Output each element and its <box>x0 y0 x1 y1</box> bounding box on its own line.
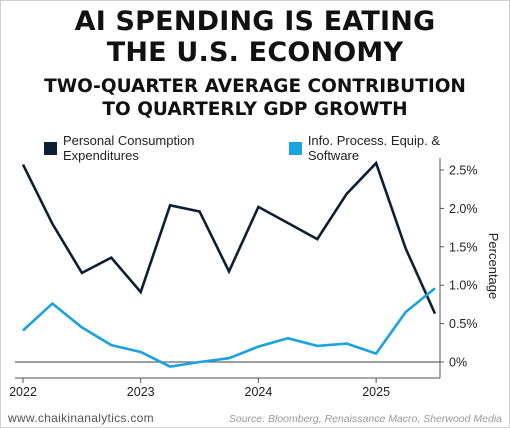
y-tick-label: 2.5% <box>449 164 478 178</box>
y-tick-label: 1.0% <box>449 279 478 293</box>
x-tick-label: 2024 <box>245 385 273 399</box>
footer-site: www.chaikinanalytics.com <box>8 411 154 425</box>
x-tick-label: 2022 <box>9 385 37 399</box>
legend-label-info-equip: Info. Process. Equip. & Software <box>307 133 441 163</box>
legend-item-info-equip: Info. Process. Equip. & Software <box>288 133 494 163</box>
legend: Personal Consumption Expenditures Info. … <box>44 133 510 163</box>
chart-title-line-1: AI SPENDING IS EATING <box>74 6 436 37</box>
legend-swatch-info-equip <box>288 141 302 155</box>
legend-swatch-pce <box>44 141 57 155</box>
y-tick-label: 0% <box>449 356 467 370</box>
chart-title-line-2: THE U.S. ECONOMY <box>106 37 404 68</box>
legend-label-pce: Personal Consumption Expenditures <box>62 133 195 163</box>
y-tick-label: 0.5% <box>449 317 478 331</box>
legend-item-pce: Personal Consumption Expenditures <box>44 133 273 163</box>
y-tick-label: 2.0% <box>449 202 478 216</box>
x-tick-label: 2023 <box>127 385 155 399</box>
series-line-info-equip <box>22 287 436 368</box>
y-axis-label: Percentage <box>486 233 501 300</box>
footer-source: Source: Bloomberg, Renaissance Macro, Sh… <box>228 413 502 425</box>
chart-subtitle-line-2: TO QUARTERLY GDP GROWTH <box>102 99 408 120</box>
chart-subtitle-line-1: TWO-QUARTER AVERAGE CONTRIBUTION <box>44 76 466 97</box>
x-tick-label: 2025 <box>362 385 390 399</box>
y-tick-label: 1.5% <box>449 240 478 254</box>
series-line-pce <box>21 160 437 315</box>
